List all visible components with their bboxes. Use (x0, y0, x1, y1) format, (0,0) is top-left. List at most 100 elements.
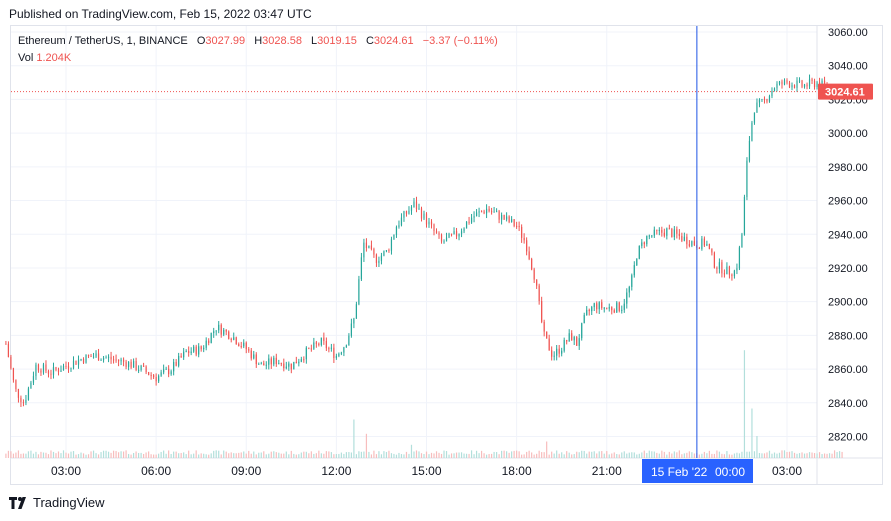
volume-bar (633, 452, 635, 458)
candle-body (238, 344, 240, 347)
candle-body (673, 229, 675, 238)
volume-bar (125, 450, 127, 458)
candle-body (255, 354, 257, 365)
candle-body (85, 354, 87, 363)
volume-bar (723, 454, 726, 458)
candle-body (315, 342, 317, 344)
volume-bar (693, 453, 695, 458)
candle-body (333, 347, 335, 358)
candle-body (796, 80, 798, 88)
candle-body (90, 356, 92, 358)
volume-bar (398, 452, 400, 458)
volume-bar (62, 450, 65, 458)
candle-body (243, 342, 245, 347)
candle-body (370, 245, 373, 250)
volume-bar (253, 451, 255, 458)
volume-bar (180, 452, 182, 458)
volume-bar (155, 454, 157, 458)
volume-bar (135, 451, 137, 458)
volume-bar (380, 454, 383, 458)
volume-bar (746, 451, 748, 458)
candle-body (781, 81, 783, 85)
volume-bar (343, 453, 345, 458)
candle-body (488, 208, 490, 212)
volume-bar (506, 451, 508, 458)
volume-bar (458, 452, 460, 458)
candle-body (268, 358, 270, 365)
volume-bar (508, 452, 510, 458)
y-tick-label: 2940.00 (828, 229, 868, 241)
candle-body (688, 244, 690, 246)
candle-body (651, 235, 653, 237)
candle-body (813, 80, 816, 88)
volume-bar (828, 453, 831, 458)
candle-body (723, 273, 726, 275)
candle-body (270, 358, 272, 365)
footer-brand-label: TradingView (33, 495, 105, 510)
volume-bar (35, 451, 37, 458)
volume-bar (801, 452, 803, 458)
volume-bar (826, 453, 828, 458)
volume-bar (153, 454, 155, 458)
candle-body (335, 355, 337, 358)
volume-bar (503, 450, 505, 458)
volume-bar (10, 451, 12, 458)
candle-body (208, 340, 210, 343)
candle-body (465, 221, 468, 229)
candle-body (593, 303, 595, 308)
candle-body (756, 102, 758, 113)
volume-bar (368, 451, 370, 458)
volume-bar (25, 453, 27, 458)
chart-frame[interactable] (10, 25, 883, 485)
candle-body (205, 340, 207, 348)
volume-bar (475, 450, 478, 458)
volume-bar (440, 453, 443, 458)
volume-bar (275, 452, 277, 458)
volume-bar (743, 350, 746, 458)
volume-bar (813, 453, 816, 458)
candle-body (87, 354, 90, 357)
candle-body (135, 361, 137, 371)
volume-bar (490, 453, 493, 458)
candle-body (300, 359, 302, 362)
y-tick-label: 2820.00 (828, 432, 868, 444)
candle-body (433, 224, 435, 232)
volume-bar (408, 453, 410, 458)
candle-body (581, 323, 583, 339)
volume-bar (340, 452, 342, 458)
close-label: C (365, 35, 374, 47)
candle-body (503, 215, 505, 220)
crosshair-time-tag (642, 459, 753, 483)
volume-bar (205, 454, 207, 458)
volume-bar (110, 452, 112, 458)
volume-bar (776, 453, 778, 458)
candle-body (330, 347, 332, 349)
candle-body (573, 337, 575, 341)
candle-body (275, 357, 277, 364)
volume-bar (563, 454, 565, 458)
candle-body (185, 351, 187, 353)
volume-bar (485, 454, 488, 458)
candle-body (578, 338, 580, 346)
volume-bar (268, 453, 270, 458)
candle-body (343, 347, 345, 353)
volume-bar (658, 453, 660, 458)
volume-bar (17, 450, 20, 458)
candle-body (563, 339, 565, 351)
volume-bar (168, 450, 170, 458)
candle-body (358, 279, 360, 305)
volume-bar (320, 453, 322, 458)
candle-body (480, 211, 483, 213)
tradingview-logo-icon (9, 496, 26, 509)
volume-bar (783, 450, 786, 458)
candle-body (418, 208, 420, 210)
symbol-label[interactable]: Ethereum / TetherUS, 1, BINANCE (18, 35, 188, 47)
candle-body (495, 211, 498, 213)
volume-bar (536, 453, 538, 458)
candle-body (493, 211, 495, 213)
candle-body (285, 366, 287, 369)
candle-body (348, 335, 350, 346)
volume-bar (105, 450, 107, 458)
volume-bar (132, 452, 135, 458)
